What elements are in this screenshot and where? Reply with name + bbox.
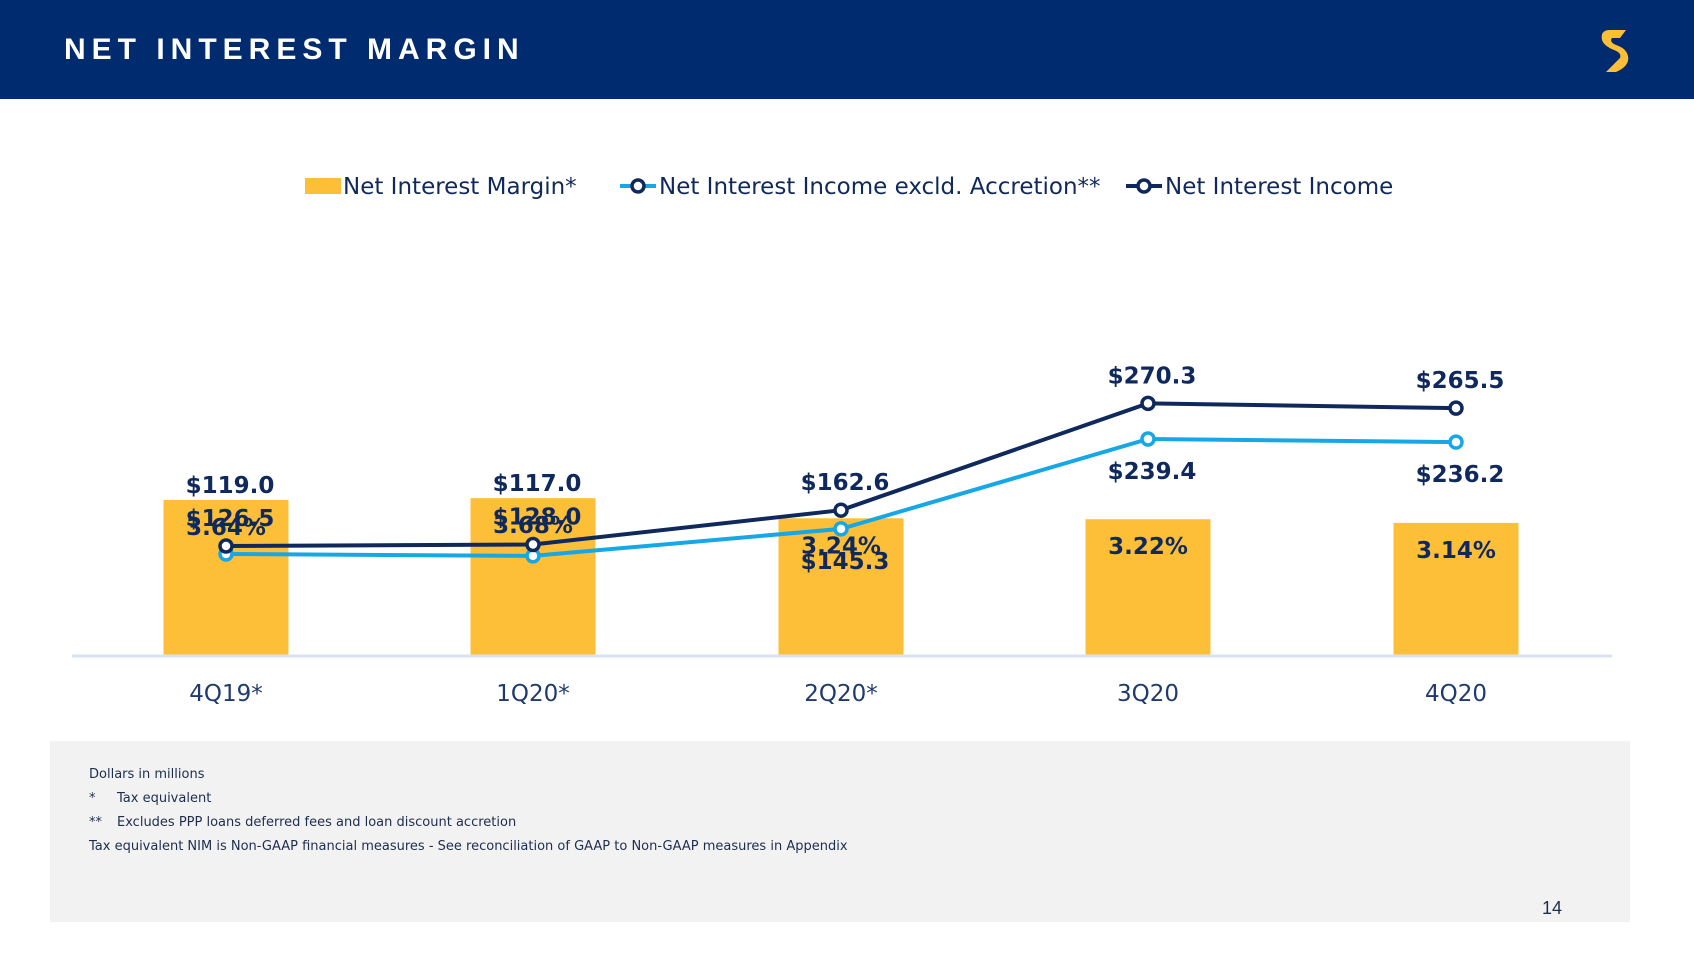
nii-excl-value-label: $119.0 [186, 473, 275, 499]
footnote-4: Tax equivalent NIM is Non-GAAP financial… [89, 839, 848, 854]
nii-value-label: $265.5 [1416, 368, 1505, 394]
bar-series [163, 498, 1519, 656]
footnote-text: Tax equivalent [117, 791, 212, 806]
nim-bar [1085, 519, 1211, 656]
footnote-3: ** Excludes PPP loans deferred fees and l… [89, 815, 516, 830]
nii-point [525, 536, 541, 553]
header-bar: NET INTEREST MARGIN [0, 0, 1694, 99]
nim-bar [163, 500, 289, 656]
nim-value-label: 3.68% [493, 513, 573, 539]
nii-value-label: $270.3 [1108, 363, 1197, 389]
line-series [218, 395, 1464, 564]
legend-label: Net Interest Income excld. Accretion** [659, 174, 1101, 200]
data-labels: $126.5 $128.0 $162.6 $270.3 $265.5 $119.0 $117… [186, 363, 1505, 575]
nii-point [833, 502, 849, 518]
nim-value-label: 3.22% [1108, 534, 1188, 560]
legend-bar-swatch [305, 178, 341, 194]
nii-value-label: $126.5 [186, 506, 275, 532]
nii-excl-accretion-point [1448, 434, 1464, 450]
x-tick-label: 3Q20 [1117, 681, 1179, 707]
footnote-mark: ** [89, 815, 102, 830]
nim-value-label: 3.14% [1416, 538, 1496, 564]
nii-excl-accretion-point [1140, 431, 1156, 447]
x-tick-label: 2Q20* [804, 681, 878, 707]
nii-value-label: $128.0 [493, 505, 582, 531]
nii-excl-value-label: $145.3 [801, 549, 890, 575]
footnote-mark: * [89, 791, 96, 806]
nii-point [1140, 395, 1156, 412]
x-tick-label: 4Q19* [189, 681, 263, 707]
chart-legend: Net Interest Margin* Net Interest Income … [305, 174, 1393, 200]
nii-point [218, 538, 234, 554]
nim-value-label: 3.64% [186, 515, 266, 541]
nim-bar [778, 518, 904, 656]
legend-marker [630, 178, 646, 194]
footnote-text: Dollars in millions [89, 767, 205, 782]
nii-excl-value-label: $239.4 [1108, 459, 1197, 485]
nii-point [1448, 400, 1464, 416]
nim-bar [470, 498, 596, 656]
legend-marker [1136, 178, 1152, 194]
nii-excl-value-label: $236.2 [1416, 462, 1505, 488]
nim-bar [1393, 522, 1519, 656]
footnote-1: Dollars in millions [89, 767, 204, 782]
nii-value-label: $162.6 [801, 470, 890, 496]
nim-value-label: 3.24% [801, 533, 881, 559]
net-interest-margin-chart: Net Interest Margin* Net Interest Income … [72, 174, 1612, 707]
nii-excl-value-label: $117.0 [493, 471, 582, 497]
x-tick-label: 1Q20* [496, 681, 570, 707]
legend-label: Net Interest Income [1165, 174, 1393, 200]
nii-excl-accretion-point [833, 521, 849, 537]
legend-label: Net Interest Margin* [343, 174, 577, 200]
footnote-text: Excludes PPP loans deferred fees and loa… [117, 815, 517, 830]
footnote-text: Tax equivalent NIM is Non-GAAP financial… [89, 839, 848, 854]
page-title: NET INTEREST MARGIN [64, 33, 525, 66]
footnote-2: * Tax equivalent [89, 791, 211, 806]
x-axis-labels: 4Q19* 1Q20* 2Q20* 3Q20 4Q20 [189, 681, 1487, 707]
page-number: 14 [1542, 898, 1563, 918]
company-logo-icon [1601, 30, 1629, 72]
footnotes-panel: Dollars in millions * Tax equivalent ** Ex… [50, 741, 1630, 922]
x-tick-label: 4Q20 [1425, 681, 1487, 707]
